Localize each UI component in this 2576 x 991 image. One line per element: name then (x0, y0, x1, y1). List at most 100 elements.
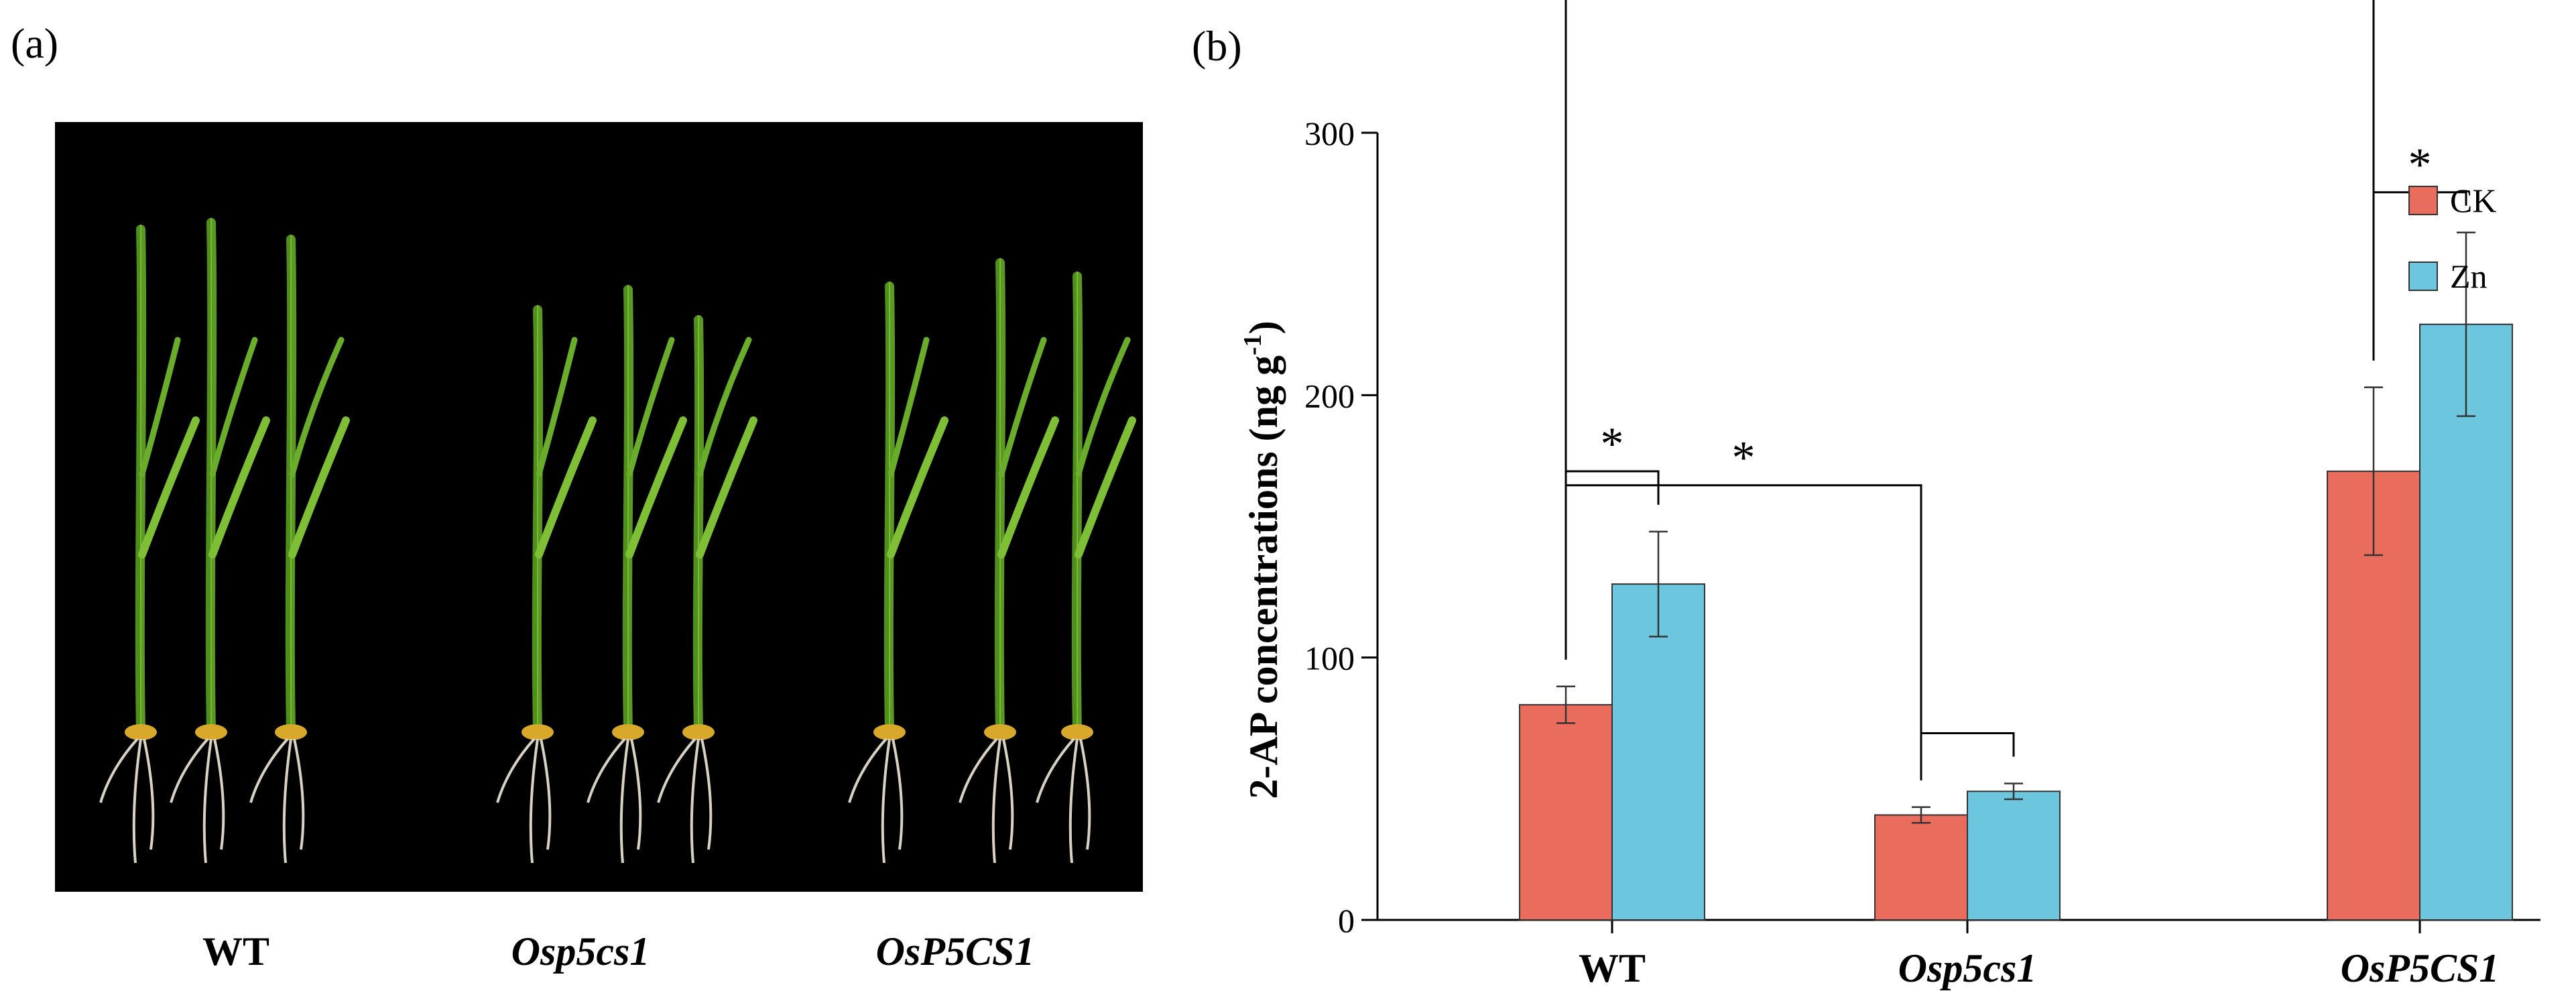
seedling-seed (873, 724, 906, 740)
seedling-leaf (696, 337, 752, 477)
seedling-root (282, 738, 292, 864)
seedling-leaf (626, 337, 675, 477)
seedling-seed (275, 724, 307, 740)
seedling-root (690, 738, 700, 864)
seedling-leaf (887, 416, 948, 559)
seedling-leaf (997, 416, 1059, 559)
seedling-leaf (138, 416, 200, 559)
seedling-root (959, 738, 998, 803)
seedling-root (99, 738, 139, 803)
seedling-root (1079, 738, 1091, 850)
bar-zn (2419, 323, 2513, 921)
bar-zn (1967, 791, 2061, 921)
seedling-root (529, 738, 539, 864)
panel-b-label: (b) (1192, 22, 1242, 70)
legend-label-zn: Zn (2450, 257, 2488, 295)
seedling-root (132, 738, 142, 864)
significance-star: * (2408, 139, 2432, 191)
seedling-leaf (208, 416, 270, 559)
y-axis-label: 2-AP concentrations (ng g-1) (1239, 320, 1286, 799)
seedling-seed (682, 724, 715, 740)
seedling-seed (984, 724, 1016, 740)
seedling-root (293, 738, 305, 850)
seedling-leaf (139, 337, 181, 477)
seedling-stem (883, 282, 896, 734)
axes: 0 100 200 300 WT Osp5cs1 OsP5CS1 (1304, 115, 2540, 990)
seedling-root (202, 738, 212, 864)
seedling-root (619, 738, 629, 864)
seedling-stem (994, 258, 1006, 734)
x-tick-label: WT (1579, 946, 1646, 990)
seedling-root (700, 738, 713, 850)
seedling-seed (125, 724, 157, 740)
seedling-seed (522, 724, 554, 740)
significance-star: * (1732, 432, 1756, 484)
seedling-stem (135, 225, 147, 734)
seedling-seed (195, 724, 227, 740)
seedling-illustration (99, 218, 1136, 864)
significance-brackets: **** (1565, 0, 2467, 780)
photo-label-osp5cs1-overexpression: OsP5CS1 (875, 929, 1035, 974)
y-axis-label-end: ) (1241, 320, 1286, 334)
y-tick-label: 0 (1338, 902, 1355, 939)
seedling-leaf (998, 337, 1047, 477)
seedling-root (892, 738, 904, 850)
bars (1519, 231, 2513, 921)
seedling-leaf (1075, 337, 1131, 477)
panel-a-label: (a) (11, 19, 59, 67)
seedling-stem (622, 285, 634, 734)
seedling-root (540, 738, 552, 850)
seedling-leaf (289, 337, 345, 477)
legend-label-ck: CK (2450, 182, 2496, 219)
seedling-root (630, 738, 642, 850)
seedling-leaf (535, 416, 597, 559)
seedling-seed (1061, 724, 1093, 740)
seedling-root (991, 738, 1001, 864)
x-tick-label: OsP5CS1 (2341, 946, 2500, 990)
significance-star: * (1601, 418, 1624, 470)
seedling-leaf (536, 337, 578, 477)
legend-swatch-zn (2408, 261, 2438, 291)
seedling-stem (1071, 272, 1083, 734)
seedling-leaf (1075, 416, 1136, 559)
y-tick-label: 300 (1304, 115, 1355, 152)
seedling-stem (532, 305, 544, 734)
x-tick-label: Osp5cs1 (1898, 946, 2037, 990)
bar-ck (1519, 704, 1613, 921)
seedling-root (496, 738, 536, 803)
seedling-root (143, 738, 155, 850)
seedling-root (249, 738, 289, 803)
seedling-root (213, 738, 225, 850)
bar-ck (1874, 814, 1968, 921)
seedling-root (170, 738, 209, 803)
seedling-seed (612, 724, 644, 740)
seedling-root (881, 738, 891, 864)
seedling-leaf (209, 337, 258, 477)
seedling-root (1036, 738, 1075, 803)
seedling-leaf (288, 416, 350, 559)
y-axis-label-main: 2-AP concentrations (ng g (1241, 355, 1286, 799)
significance-bracket (1920, 732, 2015, 780)
y-axis-label-superscript: -1 (1239, 334, 1267, 355)
y-axis-label-group: 2-AP concentrations (ng g-1) (1239, 320, 1286, 799)
seedling-photo (55, 122, 1143, 892)
legend: CK Zn (2408, 182, 2496, 295)
legend-swatch-ck (2408, 186, 2438, 215)
y-tick-label: 200 (1304, 377, 1355, 414)
seedling-stem (285, 235, 297, 734)
seedling-leaf (696, 416, 757, 559)
seedling-root (848, 738, 887, 803)
seedling-root (657, 738, 696, 803)
seedling-root (1068, 738, 1079, 864)
photo-label-osp5cs1: Osp5cs1 (511, 929, 650, 974)
bar-zn (1611, 583, 1705, 921)
y-tick-label: 100 (1304, 640, 1355, 677)
seedling-root (587, 738, 626, 803)
photo-label-wt: WT (202, 929, 270, 974)
significance-bracket (1565, 0, 2375, 660)
seedling-leaf (887, 337, 930, 477)
seedling-stem (692, 315, 704, 734)
seedling-root (1002, 738, 1014, 850)
seedling-leaf (625, 416, 687, 559)
